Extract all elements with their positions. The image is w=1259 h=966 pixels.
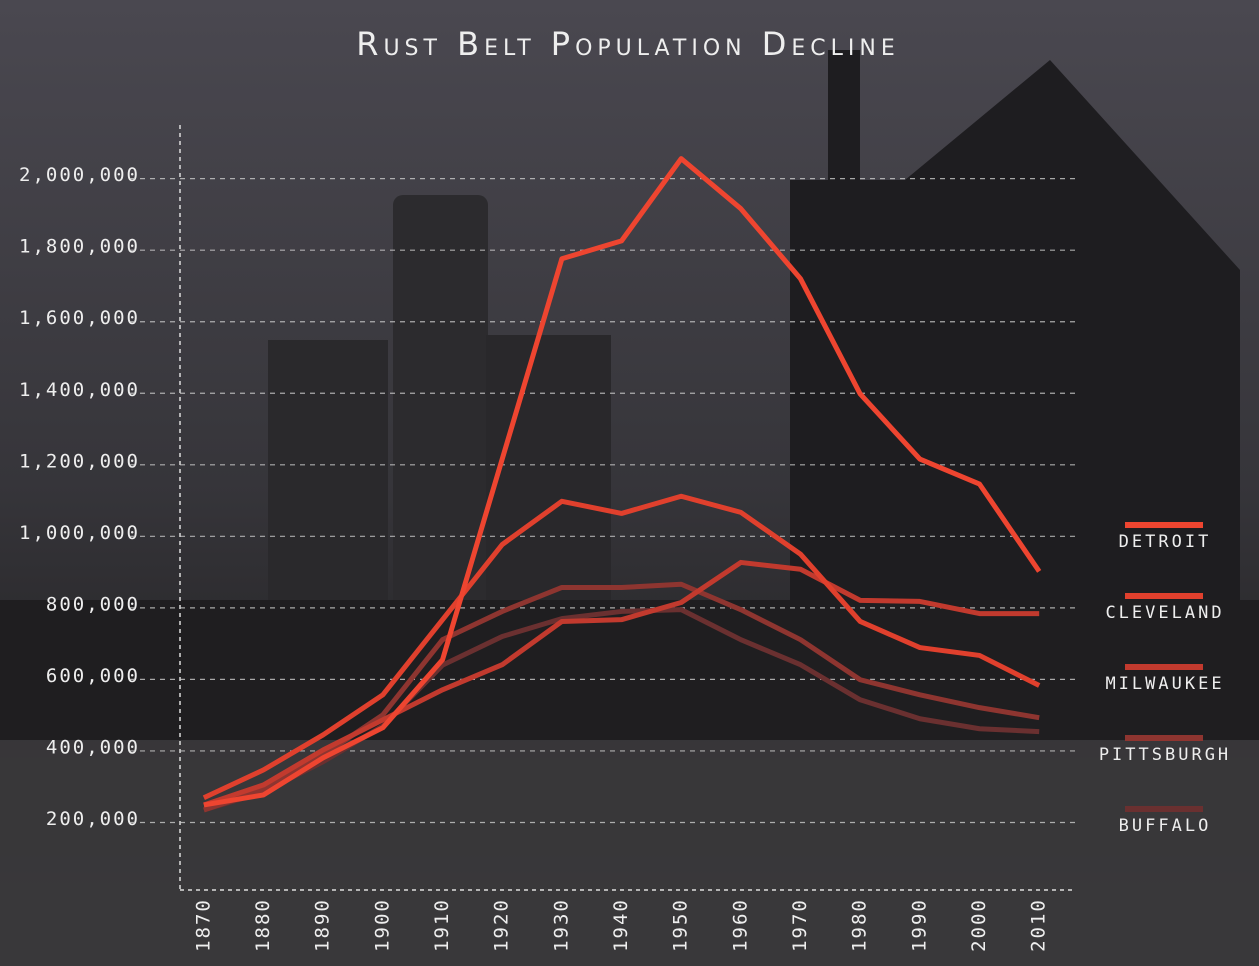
y-tick-label: 400,000 [46,736,140,758]
x-tick-label: 1900 [371,898,393,952]
x-tick-label: 1890 [312,898,334,952]
y-tick-label: 2,000,000 [19,164,140,186]
series-line [203,156,1042,808]
x-tick-label: 1970 [789,898,811,952]
series-line [203,559,1040,808]
y-tick-label: 1,400,000 [19,379,140,401]
x-tick-label: 1880 [252,898,274,952]
x-tick-label: 1910 [431,898,453,952]
legend-label: CLEVELAND [1105,603,1224,623]
series-line [202,493,1041,801]
y-tick-label: 1,000,000 [19,522,140,544]
y-tick-label: 1,800,000 [19,236,140,258]
y-tick-label: 1,600,000 [19,307,140,329]
legend-label: PITTSBURGH [1099,745,1231,765]
x-tick-label: 1980 [849,898,871,952]
legend-label: BUFFALO [1119,816,1212,836]
chart-title: Rust Belt Population Decline [356,25,900,63]
x-tick-label: 2010 [1028,898,1050,952]
legend-label: DETROIT [1119,532,1212,552]
x-tick-label: 1870 [192,898,214,952]
legend-label: MILWAUKEE [1105,674,1224,694]
x-tick-label: 1950 [670,898,692,952]
x-tick-label: 1930 [550,898,572,952]
x-tick-label: 2000 [968,898,990,952]
x-tick-label: 1940 [610,898,632,952]
x-tick-label: 1990 [908,898,930,952]
y-tick-label: 600,000 [46,665,140,687]
y-tick-label: 800,000 [46,593,140,615]
y-tick-label: 1,200,000 [19,450,140,472]
y-tick-label: 200,000 [46,808,140,830]
x-tick-label: 1960 [729,898,751,952]
x-tick-label: 1920 [491,898,513,952]
